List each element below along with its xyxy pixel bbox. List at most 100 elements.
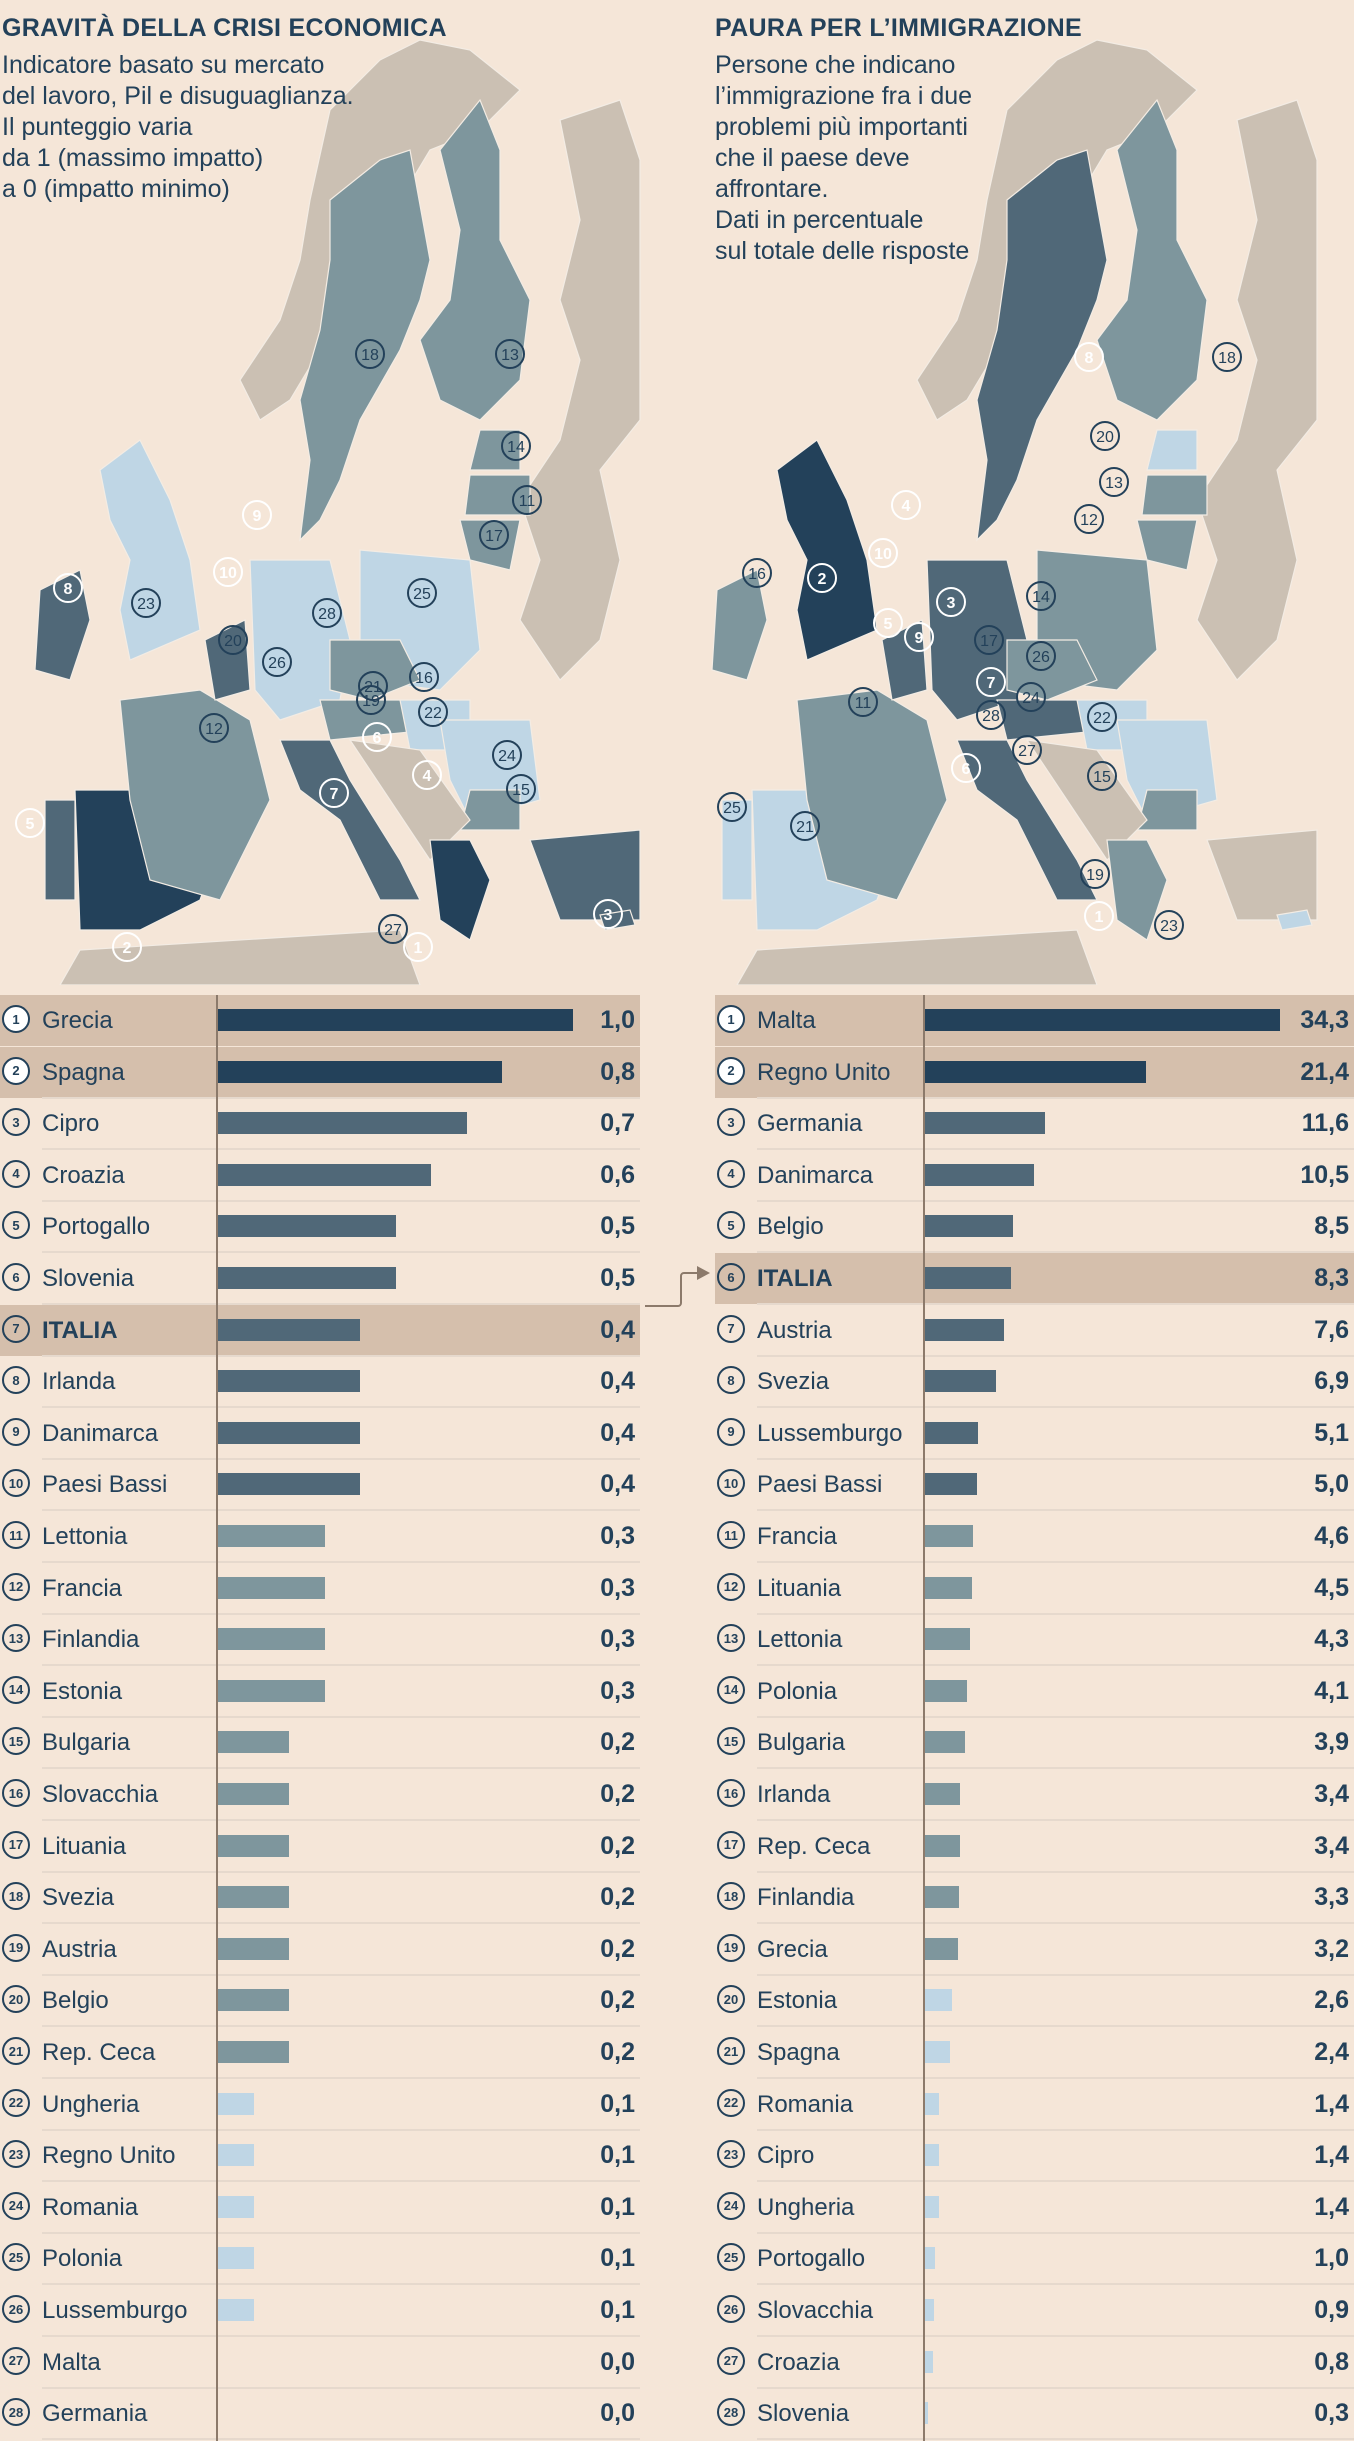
map-marker: 14 bbox=[501, 431, 531, 461]
bar-row: 17 Rep. Ceca 3,4 bbox=[715, 1821, 1354, 1873]
value-label: 0,4 bbox=[600, 1470, 635, 1499]
country-shape-russiaN bbox=[519, 99, 641, 681]
bar bbox=[925, 1525, 973, 1547]
map-marker: 15 bbox=[1087, 761, 1117, 791]
map-marker: 13 bbox=[1099, 467, 1129, 497]
row-divider bbox=[42, 1148, 640, 1151]
panel-crisi-economica: GRAVITÀ DELLA CRISI ECONOMICA Indicatore… bbox=[0, 14, 641, 2441]
bar bbox=[925, 1937, 959, 1960]
bar-row: 5 Portogallo 0,5 bbox=[0, 1201, 640, 1254]
map-marker: 28 bbox=[312, 598, 342, 628]
row-divider bbox=[42, 1303, 640, 1305]
country-label: Francia bbox=[757, 1523, 838, 1550]
rank-badge: 20 bbox=[2, 1985, 30, 2014]
svg-text:14: 14 bbox=[507, 439, 525, 456]
rank-badge: 18 bbox=[2, 1882, 30, 1911]
chart-subtitle: Persone che indicano l’immigrazione fra … bbox=[715, 51, 973, 265]
country-label: Francia bbox=[42, 1574, 123, 1602]
rank-badge: 11 bbox=[717, 1521, 745, 1549]
bar-row: 21 Spagna 2,4 bbox=[715, 2027, 1354, 2079]
row-divider bbox=[42, 2180, 640, 2183]
country-label: Croazia bbox=[42, 1161, 125, 1189]
bar-row: 8 Svezia 6,9 bbox=[715, 1356, 1354, 1409]
row-divider bbox=[757, 1870, 1354, 1873]
map-marker: 3 bbox=[593, 899, 623, 929]
bar bbox=[218, 2247, 254, 2270]
rank-badge: 6 bbox=[2, 1263, 30, 1291]
map-marker: 10 bbox=[868, 538, 898, 568]
bar-row: 10 Paesi Bassi 0,4 bbox=[0, 1459, 640, 1512]
row-divider bbox=[757, 1767, 1354, 1770]
bar-row: 9 Danimarca 0,4 bbox=[0, 1408, 640, 1460]
svg-text:1: 1 bbox=[414, 940, 423, 957]
bar bbox=[925, 1628, 970, 1651]
svg-text:13: 13 bbox=[501, 347, 519, 364]
row-divider bbox=[757, 1199, 1354, 1202]
bar-row: 26 Slovacchia 0,9 bbox=[715, 2285, 1354, 2337]
country-label: Croazia bbox=[757, 2348, 840, 2376]
rank-badge: 19 bbox=[717, 1933, 745, 1962]
svg-text:17: 17 bbox=[485, 528, 503, 545]
country-label: Estonia bbox=[42, 1677, 123, 1705]
bar-row: 14 Estonia 0,3 bbox=[0, 1666, 640, 1718]
value-label: 0,2 bbox=[600, 1986, 635, 2015]
value-label: 34,3 bbox=[1300, 1006, 1349, 1034]
svg-text:8: 8 bbox=[1085, 350, 1094, 367]
rank-badge: 2 bbox=[717, 1056, 745, 1085]
map-marker: 28 bbox=[976, 700, 1006, 730]
map-marker: 5 bbox=[873, 608, 903, 638]
country-label: Austria bbox=[757, 1316, 832, 1344]
country-shape-uk bbox=[776, 439, 878, 661]
row-divider bbox=[42, 2128, 640, 2131]
bar-row: 23 Regno Unito 0,1 bbox=[0, 2130, 640, 2183]
bar-row: 7 ITALIA 0,4 bbox=[0, 1304, 640, 1357]
bar-row: 13 Finlandia 0,3 bbox=[0, 1614, 640, 1667]
rank-badge: 12 bbox=[717, 1572, 745, 1601]
bar bbox=[218, 1989, 289, 2012]
map-marker: 12 bbox=[1074, 504, 1104, 534]
row-divider bbox=[42, 2283, 640, 2286]
value-label: 0,3 bbox=[600, 1573, 635, 1602]
rank-badge: 23 bbox=[717, 2140, 745, 2169]
bar bbox=[925, 1112, 1046, 1135]
bar bbox=[218, 1525, 325, 1547]
country-label: Polonia bbox=[42, 2245, 123, 2273]
bar bbox=[218, 2195, 254, 2218]
value-label: 7,6 bbox=[1314, 1315, 1349, 1344]
value-label: 0,1 bbox=[600, 2089, 635, 2118]
svg-text:4: 4 bbox=[902, 498, 911, 515]
bar-row: 16 Slovacchia 0,2 bbox=[0, 1769, 640, 1821]
country-shape-finland bbox=[419, 98, 531, 421]
row-divider bbox=[757, 1509, 1354, 1512]
rank-badge: 17 bbox=[2, 1830, 30, 1859]
value-label: 10,5 bbox=[1300, 1160, 1349, 1189]
map-marker: 2 bbox=[807, 563, 837, 593]
value-label: 0,1 bbox=[600, 2296, 635, 2324]
svg-text:20: 20 bbox=[1096, 429, 1114, 446]
row-divider bbox=[757, 2077, 1354, 2079]
row-divider bbox=[757, 1973, 1354, 1976]
bar-row: 23 Cipro 1,4 bbox=[715, 2130, 1354, 2183]
value-label: 1,4 bbox=[1314, 2192, 1349, 2221]
svg-text:2: 2 bbox=[818, 571, 827, 588]
country-label: Portogallo bbox=[42, 1213, 151, 1241]
map-marker: 26 bbox=[262, 647, 292, 677]
bar-row: 25 Portogallo 1,0 bbox=[715, 2233, 1354, 2286]
map-marker: 21 bbox=[790, 811, 820, 841]
value-label: 1,4 bbox=[1314, 2141, 1349, 2170]
svg-text:11: 11 bbox=[519, 493, 536, 510]
country-label: Bulgaria bbox=[42, 1729, 131, 1757]
svg-text:15: 15 bbox=[1093, 769, 1111, 786]
bar-row: 13 Lettonia 4,3 bbox=[715, 1614, 1354, 1667]
map-marker: 25 bbox=[407, 578, 437, 608]
bar-row: 19 Grecia 3,2 bbox=[715, 1924, 1354, 1976]
row-divider bbox=[42, 2231, 640, 2234]
country-label: Lussemburgo bbox=[757, 1419, 903, 1447]
rank-badge: 14 bbox=[2, 1675, 30, 1704]
map-marker: 16 bbox=[742, 558, 772, 588]
rank-badge: 3 bbox=[2, 1108, 30, 1137]
bar-row: 2 Regno Unito 21,4 bbox=[715, 1046, 1354, 1099]
svg-text:12: 12 bbox=[205, 721, 223, 738]
country-shape-estonia bbox=[469, 429, 521, 471]
svg-text:19: 19 bbox=[362, 693, 380, 710]
